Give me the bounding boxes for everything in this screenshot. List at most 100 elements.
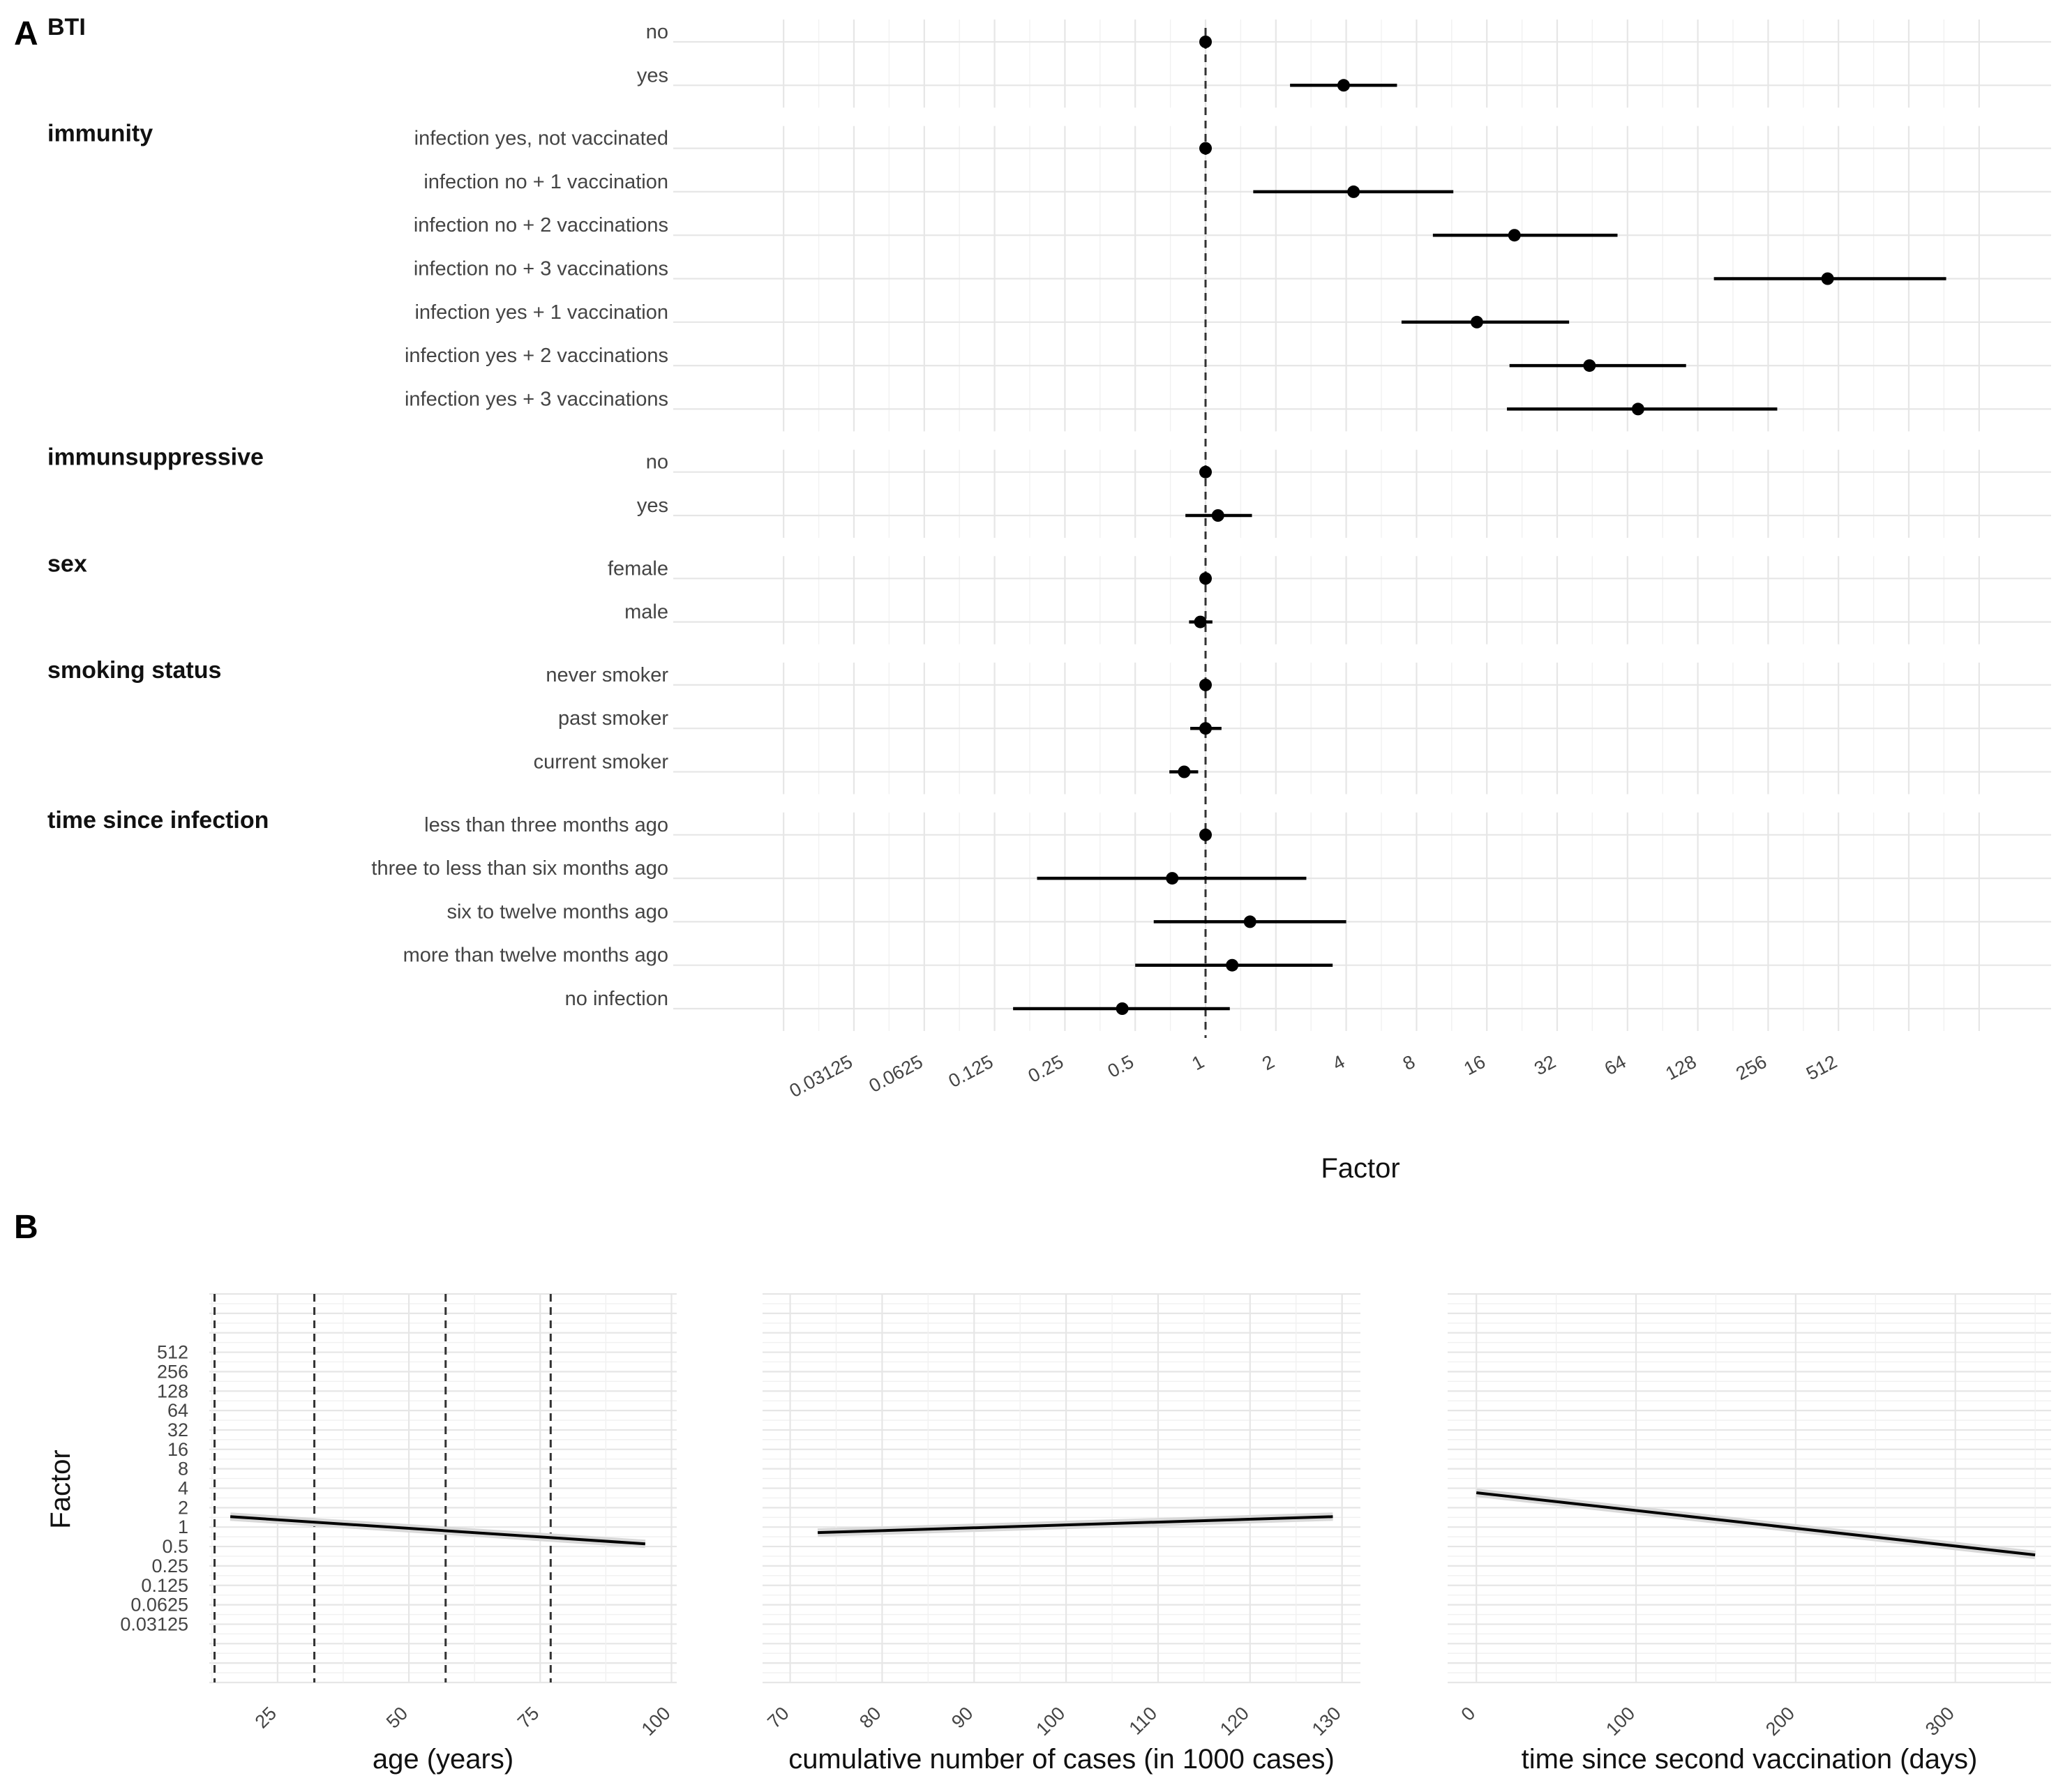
row-label: yes [637,495,668,517]
point-estimate [1583,359,1596,372]
x-axis-title: Factor [1321,1153,1400,1184]
row-label: past smoker [558,707,668,730]
forest-plot-panel: BTI no yes immunity infection yes, not vacci… [47,14,2051,1184]
x-tick-label: 32 [1531,1051,1559,1080]
point-estimate [1199,828,1212,841]
subplot-3: 0 100 200 300 time since second vaccination … [1448,1293,2051,1775]
row-label: infection yes + 2 vaccinations [405,345,668,367]
x-tick-label: 75 [513,1703,543,1732]
y-tick-label: 16 [167,1439,188,1460]
y-tick-label: 0.25 [151,1556,188,1576]
facet-immunsuppressive [673,449,2051,538]
y-tick-label: 64 [167,1400,188,1421]
point-estimate [1199,572,1212,585]
x-tick-label: 0.125 [945,1051,997,1092]
panel-label-a: A [14,15,38,52]
group-label: immunity [47,121,153,147]
row-label: three to less than six months ago [371,857,668,880]
y-tick-label: 0.03125 [120,1613,188,1634]
x-tick-label: 0.25 [1025,1051,1067,1087]
point-estimate [1226,958,1239,972]
group-label: immunsuppressive [47,444,264,471]
effect-line [230,1515,645,1546]
effect-line [818,1515,1333,1535]
facet-smoking-status [673,662,2051,795]
point-estimate [1470,315,1483,329]
subplot-1: 25 50 75 100 age (years) [209,1293,677,1775]
facet-BTI [673,20,2051,108]
row-label: infection yes + 3 vaccinations [405,388,668,410]
partial-effect-panels: 0.031250.06250.1250.250.5124816326412825… [45,1293,2051,1775]
y-tick-label: 128 [157,1380,188,1401]
point-estimate [1211,509,1224,522]
x-tick-label: 1 [1188,1051,1207,1075]
y-tick-label: 2 [178,1497,188,1518]
y-tick-label: 4 [178,1478,188,1499]
x-tick-label: 80 [855,1703,885,1732]
point-estimate [1199,678,1212,691]
point-estimate [1199,722,1212,735]
y-tick-label: 32 [167,1420,188,1440]
x-tick-label: 90 [947,1703,977,1732]
y-tick-label: 256 [157,1361,188,1382]
y-tick-label: 1 [178,1516,188,1537]
point-estimate [1508,229,1521,242]
x-tick-label: 0.0625 [866,1051,926,1097]
x-tick-label: 512 [1803,1051,1840,1085]
point-estimate [1194,615,1207,628]
x-tick-label: 8 [1400,1051,1418,1075]
point-estimate [1116,1002,1129,1015]
x-tick-label: 70 [763,1703,793,1732]
x-tick-label: 128 [1663,1051,1700,1085]
x-tick-label: 0.03125 [786,1051,856,1101]
facet-time-since-infection [673,812,2051,1031]
x-tick-label: 64 [1601,1051,1630,1080]
x-tick-label: 256 [1732,1051,1770,1085]
group-label: sex [47,550,87,577]
point-estimate [1199,36,1212,48]
y-tick-label: 8 [178,1459,188,1479]
row-label: infection yes + 1 vaccination [414,301,668,324]
y-axis-title: Factor [45,1450,76,1528]
row-label: more than twelve months ago [403,944,668,967]
facet-immunity [673,126,2051,432]
point-estimate [1199,142,1212,155]
y-tick-label: 0.125 [141,1575,188,1596]
point-estimate [1631,402,1644,416]
row-label: female [608,557,668,580]
point-estimate [1243,915,1256,928]
row-label: infection yes, not vaccinated [414,128,668,150]
effect-line [1476,1491,2036,1557]
x-axis-title: age (years) [373,1744,513,1775]
group-label: BTI [47,14,86,40]
row-label: current smoker [534,751,669,774]
y-tick-label: 512 [157,1342,188,1363]
panel-label-b: B [14,1209,38,1246]
point-estimate [1199,465,1212,479]
row-label: no [646,21,668,43]
x-tick-label: 100 [638,1703,675,1740]
x-tick-label: 50 [382,1703,412,1732]
point-estimate [1166,872,1179,885]
row-label: six to twelve months ago [447,901,668,923]
row-label: infection no + 3 vaccinations [414,258,668,280]
y-tick-label: 0.0625 [130,1595,188,1616]
row-label: yes [637,64,668,86]
x-tick-label: 4 [1329,1051,1348,1075]
row-label: less than three months ago [424,814,668,836]
row-label: infection no + 1 vaccination [423,171,668,193]
subplot-2: 70 80 90 100 110 120 130 cumulative number of c… [763,1293,1360,1775]
row-label: no infection [565,988,668,1010]
x-tick-label: 120 [1216,1703,1253,1740]
x-tick-label: 200 [1762,1703,1799,1740]
group-label: smoking status [47,657,221,684]
point-estimate [1821,272,1834,285]
row-label: no [646,451,668,474]
x-axis-title: time since second vaccination (days) [1522,1744,1978,1775]
x-tick-label: 100 [1602,1703,1639,1740]
x-tick-label: 16 [1460,1051,1489,1080]
x-tick-label: 100 [1032,1703,1069,1740]
point-estimate [1178,765,1191,778]
row-label: infection no + 2 vaccinations [414,214,668,236]
